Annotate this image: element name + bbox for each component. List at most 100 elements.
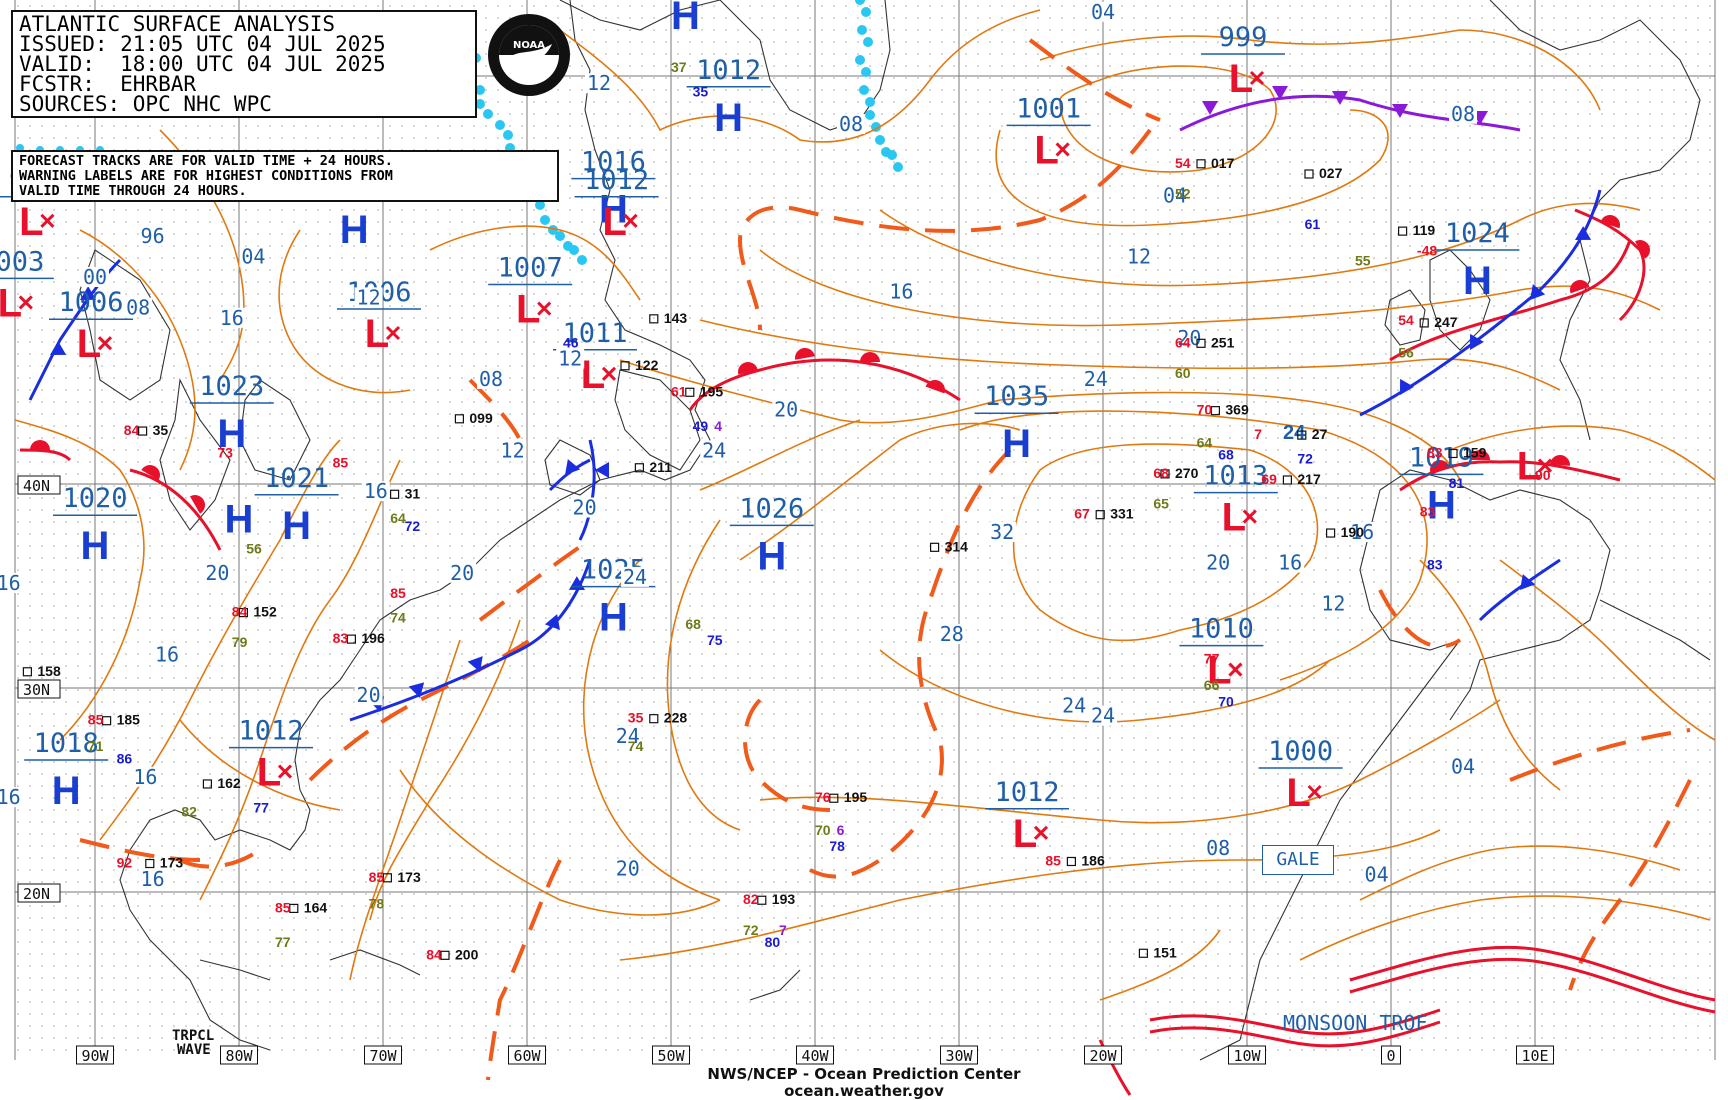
high-pressure-label: 1012 xyxy=(696,55,761,86)
station-value: 196 xyxy=(361,630,385,646)
high-marker: H xyxy=(599,596,628,640)
station-value: 77 xyxy=(275,934,291,950)
station-marker xyxy=(145,858,155,869)
station-value: 65 xyxy=(1153,495,1169,511)
station-value: 85 xyxy=(369,869,385,885)
station-marker xyxy=(929,542,940,552)
high-marker: H xyxy=(714,96,743,140)
station-marker xyxy=(649,314,659,324)
isobar-label: 24 xyxy=(1091,704,1115,728)
station-value: 35 xyxy=(153,422,169,438)
station-value: 83 xyxy=(1420,504,1436,520)
isobar-label: 16 xyxy=(133,765,157,789)
isobar-label: 16 xyxy=(220,306,244,330)
low-marker: L xyxy=(1207,649,1231,693)
station-value: 247 xyxy=(1434,314,1458,330)
low-pressure-label: 1013 xyxy=(1203,461,1268,492)
station-value: 83 xyxy=(333,630,349,646)
high-marker: H xyxy=(217,412,246,456)
station-marker xyxy=(1397,226,1408,236)
station-marker xyxy=(138,426,148,436)
lat-label-box xyxy=(17,679,61,699)
station-value: 56 xyxy=(1398,345,1414,361)
station-value: 158 xyxy=(37,663,61,679)
ice-dot xyxy=(535,200,545,210)
station-marker xyxy=(1325,528,1336,538)
station-value: 84 xyxy=(124,422,140,438)
station-value: 55 xyxy=(1355,253,1371,269)
station-value: 017 xyxy=(1211,155,1235,171)
lon-label: 30W xyxy=(945,1047,973,1065)
station-value: 64 xyxy=(390,510,406,526)
station-value: 173 xyxy=(160,855,184,871)
cold-front-line xyxy=(349,559,592,722)
lon-label-box xyxy=(508,1045,546,1065)
isobar-label: 20 xyxy=(573,496,597,520)
high-pressure-label: 1016 xyxy=(581,147,646,178)
lon-label-box xyxy=(220,1045,258,1065)
cold-front-line xyxy=(1478,558,1561,622)
ice-dot xyxy=(887,150,897,160)
station-marker xyxy=(22,667,32,677)
station-marker xyxy=(634,463,645,473)
station-value: 68 xyxy=(1153,465,1169,481)
occluded-front-pip xyxy=(1202,101,1218,115)
ice-dot xyxy=(475,99,485,109)
ice-dot xyxy=(859,85,869,95)
station-marker xyxy=(202,779,212,789)
low-marker: L xyxy=(1229,57,1253,101)
low-x-marker xyxy=(601,366,617,381)
station-value: 76 xyxy=(815,789,831,805)
low-pressure-label: 1011 xyxy=(562,318,627,349)
isobar-label: 16 xyxy=(155,642,179,666)
lon-label-box xyxy=(652,1045,690,1065)
isobar-label: 24 xyxy=(702,438,726,462)
ice-dot xyxy=(495,120,505,130)
lon-label-box xyxy=(76,1045,114,1065)
station-value: 85 xyxy=(333,455,349,471)
isobar-label: 08 xyxy=(479,367,503,391)
lon-label: 80W xyxy=(225,1047,253,1065)
isobar-label-bg xyxy=(613,858,642,879)
lon-label: 10W xyxy=(1233,1047,1261,1065)
ice-dot xyxy=(855,55,865,65)
station-value: 72 xyxy=(405,518,421,534)
station-value: 81 xyxy=(1449,475,1465,491)
isobar-label-bg xyxy=(477,369,505,389)
station-marker xyxy=(1160,469,1170,479)
lon-label: 20W xyxy=(1089,1047,1117,1065)
station-value: 314 xyxy=(945,538,969,554)
station-value: 027 xyxy=(1319,165,1343,181)
isobar-label: 12 xyxy=(1321,591,1345,615)
isobar-label-bg xyxy=(1081,369,1110,389)
isobar-label-bg xyxy=(1161,185,1189,206)
lon-label: 0 xyxy=(1386,1047,1395,1065)
station-value: 69 xyxy=(1261,471,1277,487)
lat-label: 30N xyxy=(23,681,50,699)
low-pressure-label: 1007 xyxy=(498,253,563,284)
high-pressure-label: 1023 xyxy=(199,371,264,402)
isobar-label: 20 xyxy=(450,561,474,585)
warm-front-pip xyxy=(30,440,50,450)
note-line-1: FORECAST TRACKS ARE FOR VALID TIME + 24 … xyxy=(19,153,393,169)
station-marker xyxy=(1095,510,1105,520)
high-pressure-label: 1019 xyxy=(1409,442,1474,473)
isobar-label: 20 xyxy=(616,857,640,881)
forecaster: FCSTR: EHRBAR xyxy=(19,72,197,96)
station-value: 85 xyxy=(275,899,291,915)
warm-front-pip xyxy=(860,352,880,362)
high-marker: H xyxy=(282,504,311,548)
note-line-2: WARNING LABELS ARE FOR HIGHEST CONDITION… xyxy=(19,168,393,184)
station-value: 369 xyxy=(1225,402,1249,418)
isobar-label: 12 xyxy=(357,285,381,309)
station-value: 159 xyxy=(1463,444,1487,460)
low-marker: L xyxy=(1286,771,1310,815)
station-value: 4 xyxy=(714,418,722,434)
cold-front-pip xyxy=(408,682,425,698)
isobar-label-bg xyxy=(239,246,268,267)
isobar-label-bg xyxy=(354,685,383,706)
low-x-marker xyxy=(537,301,552,316)
note-line-3: VALID TIME THROUGH 24 HOURS. xyxy=(19,183,247,199)
station-value: 77 xyxy=(253,799,269,815)
station-value: 270 xyxy=(1175,465,1199,481)
